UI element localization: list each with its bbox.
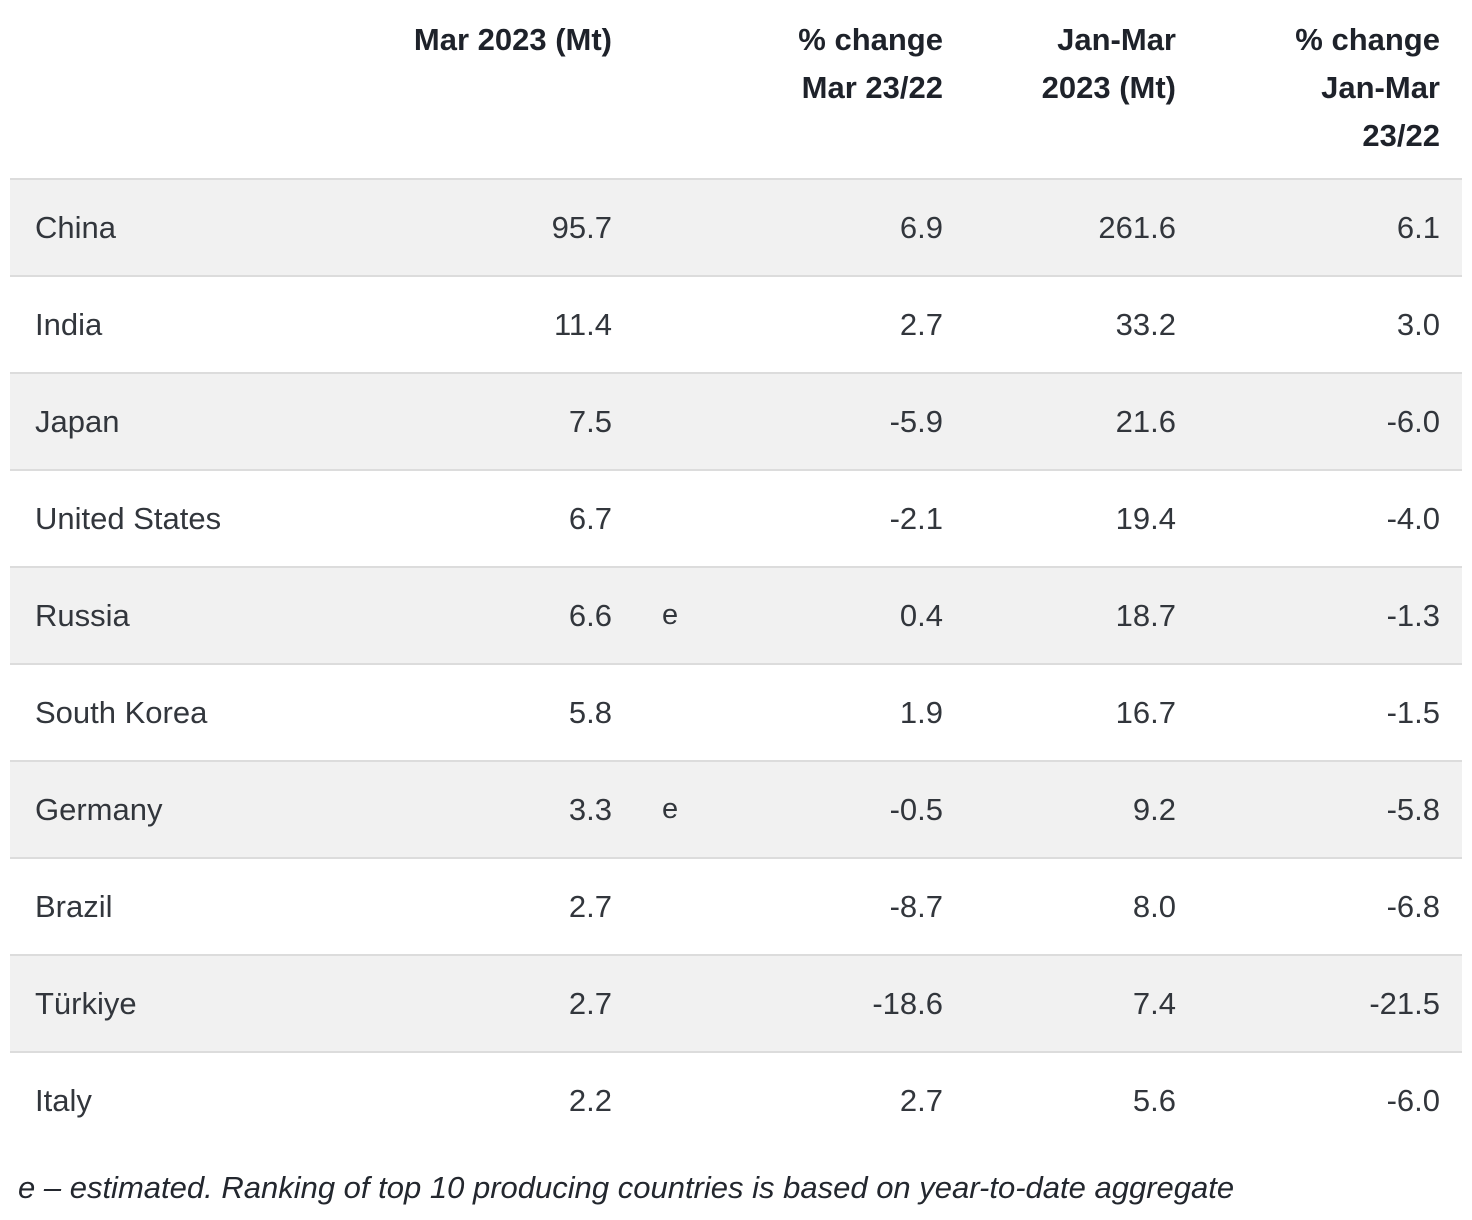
mar-2023-cell: 6.6	[568, 598, 612, 633]
col-header-line: 2023 (Mt)	[1041, 70, 1176, 105]
jan-mar-2023-cell: 33.2	[1115, 307, 1176, 342]
mar-2023-cell: 7.5	[568, 404, 612, 439]
country-cell: Germany	[35, 792, 163, 827]
country-cell: Japan	[35, 404, 120, 439]
pct-change-jan-mar-cell: -21.5	[1369, 986, 1440, 1021]
country-cell: Brazil	[35, 889, 113, 924]
mar-2023-cell: 95.7	[551, 210, 612, 245]
jan-mar-2023-cell: 21.6	[1115, 404, 1176, 439]
pct-change-mar-cell: -18.6	[872, 986, 943, 1021]
jan-mar-2023-cell: 9.2	[1132, 792, 1176, 827]
col-header-line: Mar 2023 (Mt)	[413, 22, 612, 57]
table-row: Brazil 2.7 -8.7 8.0 -6.8	[10, 857, 1462, 954]
table-row: Russia 6.6 e 0.4 18.7 -1.3	[10, 566, 1462, 663]
pct-change-jan-mar-cell: 6.1	[1396, 210, 1440, 245]
pct-change-jan-mar-cell: -5.8	[1386, 792, 1440, 827]
col-header-line: Mar 23/22	[801, 70, 943, 105]
table-row: Türkiye 2.7 -18.6 7.4 -21.5	[10, 954, 1462, 1051]
pct-change-jan-mar-cell: -6.0	[1386, 404, 1440, 439]
mar-2023-cell: 6.7	[568, 501, 612, 536]
pct-change-jan-mar-cell: -1.5	[1386, 695, 1440, 730]
col-header-line: % change	[1295, 22, 1440, 57]
jan-mar-2023-cell: 5.6	[1132, 1083, 1176, 1118]
table-row: Japan 7.5 -5.9 21.6 -6.0	[10, 372, 1462, 469]
pct-change-mar-cell: -0.5	[889, 792, 943, 827]
mar-2023-cell: 3.3	[568, 792, 612, 827]
estimated-flag	[612, 374, 692, 469]
estimated-flag	[612, 859, 692, 954]
country-cell: India	[35, 307, 103, 342]
table-header-row: Mar 2023 (Mt) % change Mar 23/22 Jan-Mar…	[10, 0, 1462, 178]
col-header-line: Jan-Mar	[1057, 22, 1176, 57]
estimated-flag	[612, 665, 692, 760]
col-header-line: % change	[798, 22, 943, 57]
country-cell: Türkiye	[35, 986, 137, 1021]
table-row: Germany 3.3 e -0.5 9.2 -5.8	[10, 760, 1462, 857]
estimated-flag	[612, 180, 692, 275]
mar-2023-cell: 2.2	[568, 1083, 612, 1118]
country-cell: Russia	[35, 598, 130, 633]
jan-mar-2023-cell: 16.7	[1115, 695, 1176, 730]
col-header-line: Jan-Mar	[1321, 70, 1440, 105]
estimated-flag	[612, 277, 692, 372]
table-row: China 95.7 6.9 261.6 6.1	[10, 178, 1462, 275]
pct-change-jan-mar-cell: 3.0	[1396, 307, 1440, 342]
pct-change-mar-cell: -8.7	[889, 889, 943, 924]
country-cell: United States	[35, 501, 222, 536]
estimated-flag	[612, 1053, 692, 1148]
table-row: United States 6.7 -2.1 19.4 -4.0	[10, 469, 1462, 566]
col-header-mar-2023: Mar 2023 (Mt)	[312, 16, 612, 64]
pct-change-mar-cell: 6.9	[899, 210, 943, 245]
estimated-flag: e	[662, 793, 679, 825]
estimated-flag	[612, 956, 692, 1051]
pct-change-jan-mar-cell: -6.0	[1386, 1083, 1440, 1118]
estimated-flag: e	[662, 599, 679, 631]
col-header-jan-mar-2023: Jan-Mar 2023 (Mt)	[943, 16, 1176, 112]
jan-mar-2023-cell: 18.7	[1115, 598, 1176, 633]
country-cell: South Korea	[35, 695, 208, 730]
pct-change-mar-cell: 1.9	[899, 695, 943, 730]
pct-change-mar-cell: 2.7	[899, 1083, 943, 1118]
mar-2023-cell: 5.8	[568, 695, 612, 730]
country-cell: Italy	[35, 1083, 92, 1118]
table-row: South Korea 5.8 1.9 16.7 -1.5	[10, 663, 1462, 760]
pct-change-mar-cell: -2.1	[889, 501, 943, 536]
pct-change-jan-mar-cell: -1.3	[1386, 598, 1440, 633]
col-header-pct-change-mar: % change Mar 23/22	[692, 16, 943, 112]
col-header-line: 23/22	[1362, 118, 1440, 153]
pct-change-mar-cell: 2.7	[899, 307, 943, 342]
pct-change-mar-cell: 0.4	[899, 598, 943, 633]
pct-change-mar-cell: -5.9	[889, 404, 943, 439]
mar-2023-cell: 2.7	[568, 986, 612, 1021]
estimated-flag	[612, 471, 692, 566]
country-cell: China	[35, 210, 116, 245]
pct-change-jan-mar-cell: -4.0	[1386, 501, 1440, 536]
col-header-pct-change-jan-mar: % change Jan-Mar 23/22	[1176, 16, 1440, 160]
mar-2023-cell: 11.4	[553, 307, 612, 342]
jan-mar-2023-cell: 261.6	[1098, 210, 1176, 245]
pct-change-jan-mar-cell: -6.8	[1386, 889, 1440, 924]
mar-2023-cell: 2.7	[568, 889, 612, 924]
jan-mar-2023-cell: 19.4	[1115, 501, 1176, 536]
table-row: India 11.4 2.7 33.2 3.0	[10, 275, 1462, 372]
jan-mar-2023-cell: 8.0	[1132, 889, 1176, 924]
table-footnote: e – estimated. Ranking of top 10 produci…	[18, 1170, 1235, 1205]
table-row: Italy 2.2 2.7 5.6 -6.0	[10, 1051, 1462, 1148]
jan-mar-2023-cell: 7.4	[1132, 986, 1176, 1021]
